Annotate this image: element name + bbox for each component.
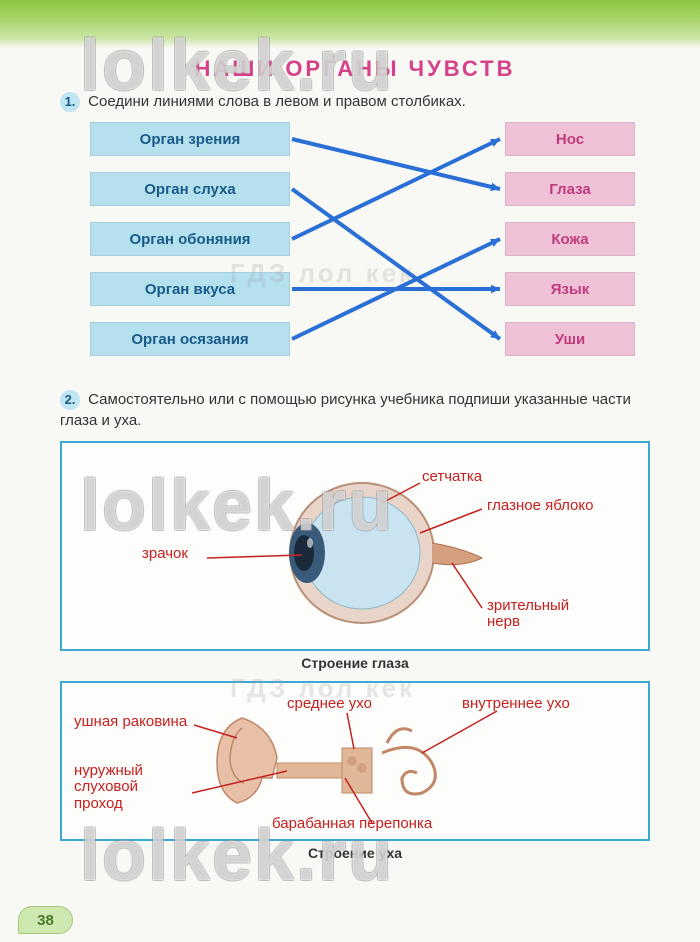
ear-label-canal: нуружный слуховой проход xyxy=(74,763,143,813)
eye-caption: Строение глаза xyxy=(60,655,650,671)
task-num-2: 2. xyxy=(60,390,80,410)
ear-label-auricle: ушная раковина xyxy=(74,713,187,730)
ear-caption: Строение уха xyxy=(60,845,650,861)
page-number: 38 xyxy=(18,906,73,934)
eye-label-nerve: зрительный нерв xyxy=(487,598,569,631)
task-num-1: 1. xyxy=(60,92,80,112)
eye-label-pupil: зрачок xyxy=(142,545,188,562)
ear-diagram: ушная раковина нуружный слуховой проход … xyxy=(60,681,650,841)
eye-label-eyeball: глазное яблоко xyxy=(487,497,593,514)
ear-label-middle: среднее ухо xyxy=(287,695,372,712)
ear-label-inner: внутреннее ухо xyxy=(462,695,570,712)
matching-arrows xyxy=(60,122,650,382)
eye-label-retina: сетчатка xyxy=(422,468,482,485)
matching-exercise: Орган зрения Орган слуха Орган обоняния … xyxy=(60,122,650,382)
top-photo-border xyxy=(0,0,700,48)
ear-label-drum: барабанная перепонка xyxy=(272,815,432,832)
task-2-text: Самостоятельно или с помощью рисунка уче… xyxy=(60,391,631,428)
task-2: 2. Самостоятельно или с помощью рисунка … xyxy=(60,390,650,431)
eye-diagram: зрачок сетчатка глазное яблоко зрительны… xyxy=(60,441,650,651)
task-1-text: Соедини линиями слова в левом и правом с… xyxy=(88,93,466,110)
task-1: 1. Соедини линиями слова в левом и право… xyxy=(60,92,650,112)
page-title: НАШИ ОРГАНЫ ЧУВСТВ xyxy=(60,56,650,82)
